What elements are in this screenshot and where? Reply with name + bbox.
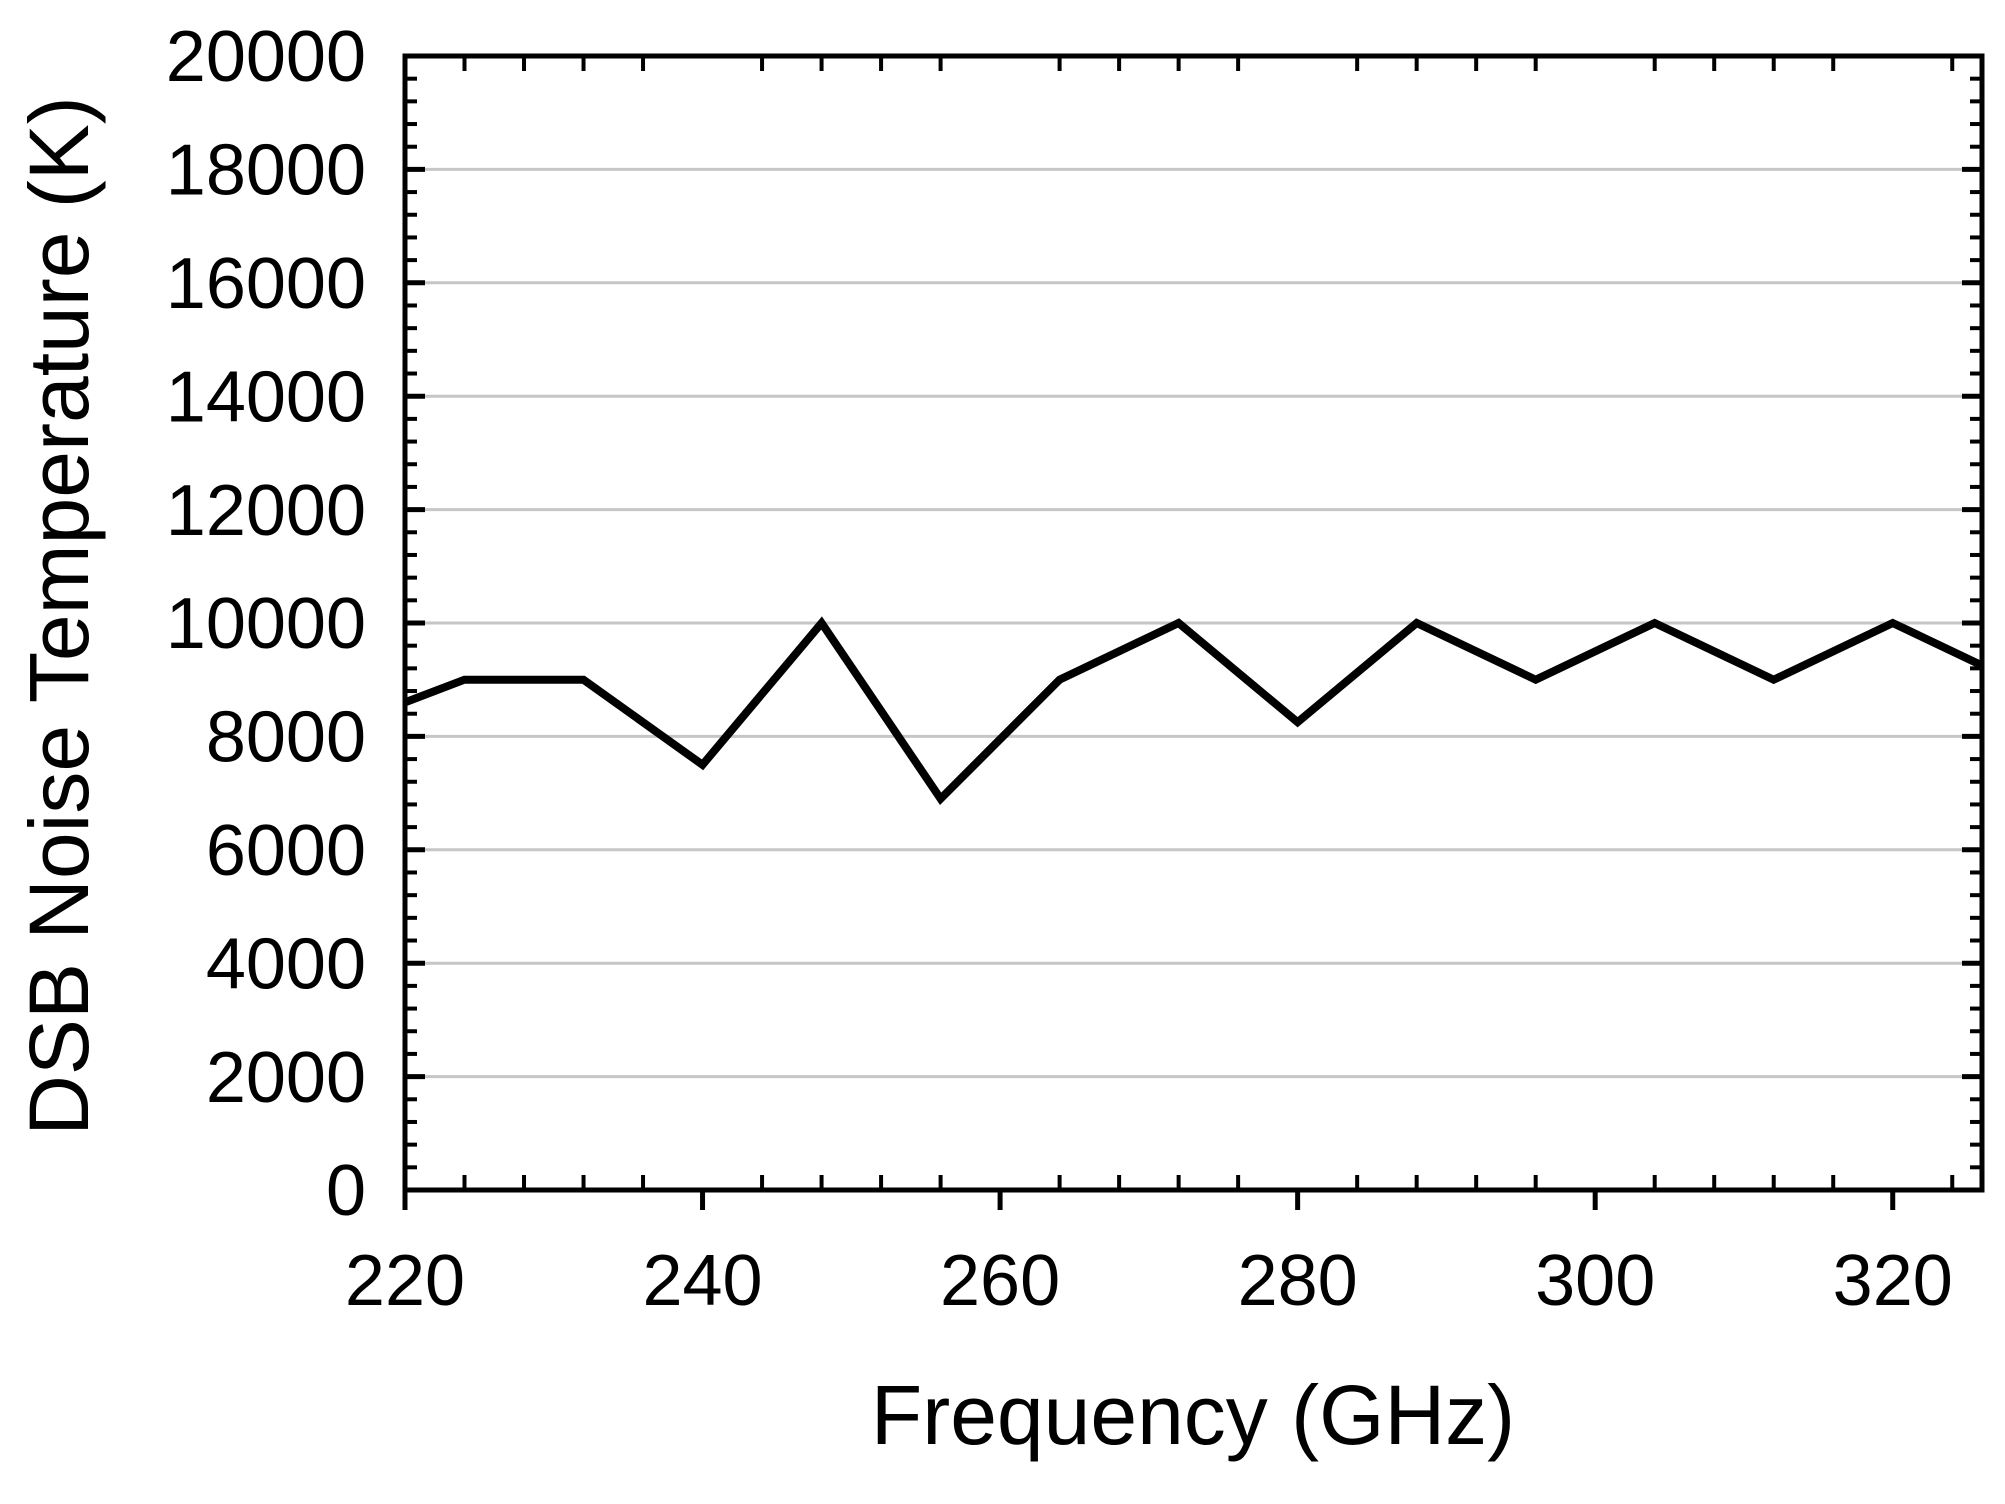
y-tick-label: 0 [326,1151,366,1231]
plot-frame [402,53,1985,1193]
y-tick-label: 14000 [166,357,366,437]
y-tick-labels-layer: 0 2000 4000 6000 8000 10000 12000 14000 16000 180… [166,17,366,1231]
x-tick-label: 320 [1833,1241,1953,1321]
x-tick-label: 240 [642,1241,762,1321]
ticks-layer [402,53,1980,1210]
x-tick-labels-layer: 220 240 260 280 300 320 [345,1241,1953,1321]
y-tick-label: 12000 [166,471,366,551]
data-series-layer [403,616,1984,806]
y-tick-label: 6000 [206,811,366,891]
y-tick-label: 10000 [166,584,366,664]
y-axis-title: DSB Noise Temperature (K) [12,96,106,1136]
y-tick-label: 16000 [166,244,366,324]
y-tick-label: 4000 [206,924,366,1004]
x-axis-title: Frequency (GHz) [871,1368,1515,1462]
y-tick-label: 18000 [166,131,366,211]
y-tick-label: 20000 [166,17,366,97]
y-tick-label: 2000 [206,1038,366,1118]
x-tick-label: 260 [940,1241,1060,1321]
x-tick-label: 300 [1535,1241,1655,1321]
gridlines-layer [408,167,1979,1079]
x-tick-label: 280 [1238,1241,1358,1321]
x-tick-label: 220 [345,1241,465,1321]
y-tick-label: 8000 [206,698,366,778]
plot-frame-layer [402,53,1985,1193]
data-line [403,616,1984,806]
